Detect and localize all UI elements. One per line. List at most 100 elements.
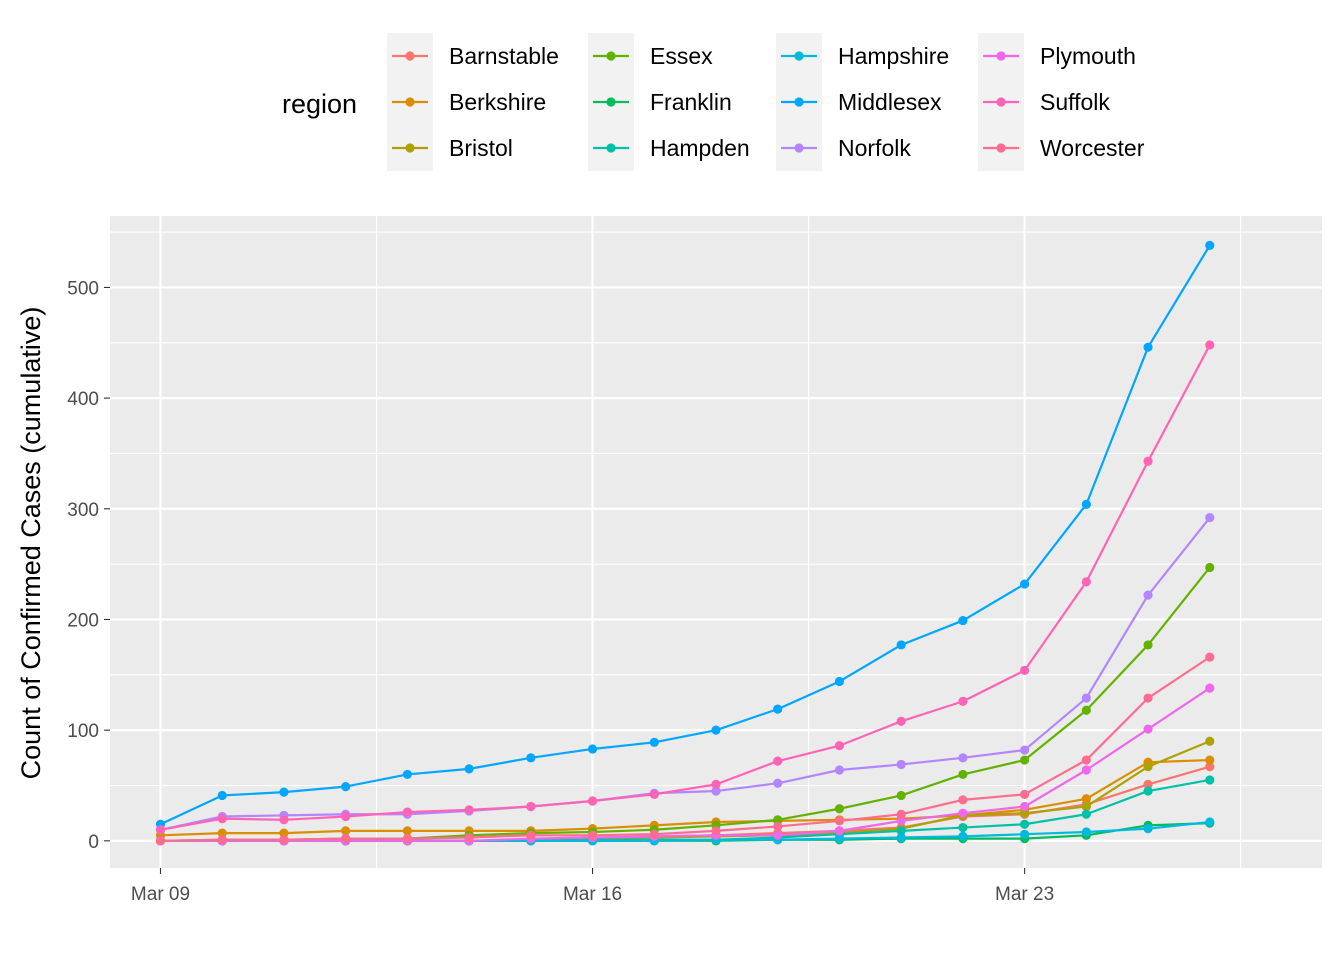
data-point-norfolk bbox=[773, 778, 783, 788]
legend-label: Worcester bbox=[1040, 135, 1145, 161]
data-point-hampden bbox=[1205, 775, 1215, 785]
legend-key-point bbox=[405, 143, 415, 153]
data-point-middlesex bbox=[402, 769, 412, 780]
data-point-plymouth bbox=[958, 808, 968, 818]
y-tick-label: 500 bbox=[67, 278, 99, 299]
legend-label: Franklin bbox=[650, 89, 732, 115]
data-point-norfolk bbox=[1020, 745, 1030, 755]
data-point-worcester bbox=[587, 830, 598, 840]
data-point-plymouth bbox=[834, 826, 845, 836]
x-tick-label: Mar 09 bbox=[131, 884, 190, 905]
legend-key-point bbox=[405, 51, 415, 61]
data-point-suffolk bbox=[155, 825, 166, 835]
plot-panel bbox=[110, 216, 1322, 868]
legend-key-point bbox=[996, 143, 1006, 153]
data-point-middlesex bbox=[711, 725, 721, 735]
data-point-suffolk bbox=[649, 789, 659, 799]
grid-minor bbox=[110, 216, 1322, 868]
legend-item-berkshire: Berkshire bbox=[387, 79, 546, 125]
data-point-essex bbox=[834, 804, 845, 814]
data-point-berkshire bbox=[1205, 755, 1215, 765]
series-worcester bbox=[155, 652, 1215, 846]
data-point-middlesex bbox=[587, 744, 598, 754]
data-point-hampden bbox=[1081, 809, 1091, 819]
y-tick-label: 200 bbox=[67, 610, 99, 631]
data-point-suffolk bbox=[526, 801, 536, 812]
data-point-middlesex bbox=[464, 764, 474, 774]
data-point-middlesex bbox=[526, 753, 536, 763]
y-axis-title: Count of Confirmed Cases (cumulative) bbox=[16, 307, 46, 780]
data-point-suffolk bbox=[587, 796, 598, 806]
legend-label: Berkshire bbox=[449, 89, 546, 115]
series-middlesex bbox=[155, 240, 1215, 829]
legend-label: Norfolk bbox=[838, 135, 911, 161]
data-point-hampden bbox=[1143, 786, 1153, 796]
data-point-worcester bbox=[896, 809, 906, 819]
data-point-worcester bbox=[711, 826, 721, 836]
data-point-plymouth bbox=[773, 830, 783, 840]
data-point-hampshire bbox=[1205, 817, 1215, 827]
data-point-worcester bbox=[341, 834, 351, 844]
data-point-worcester bbox=[402, 834, 412, 844]
legend-key-point bbox=[996, 97, 1006, 107]
data-point-suffolk bbox=[1205, 340, 1215, 350]
data-point-suffolk bbox=[711, 779, 721, 789]
legend-label: Hampden bbox=[650, 135, 750, 161]
data-point-hampshire bbox=[834, 834, 845, 844]
data-point-norfolk bbox=[834, 765, 845, 775]
legend-key-point bbox=[794, 143, 804, 153]
data-point-norfolk bbox=[1081, 693, 1091, 703]
data-point-middlesex bbox=[217, 790, 227, 801]
legend-key-point bbox=[794, 97, 804, 107]
legend: region Barnstable Berkshire Bristol Essex Fr… bbox=[282, 33, 1145, 171]
series-line-middlesex bbox=[160, 244, 1211, 826]
data-point-middlesex bbox=[834, 676, 845, 687]
legend-item-hampshire: Hampshire bbox=[776, 33, 949, 79]
data-point-berkshire bbox=[341, 826, 351, 836]
y-tick-label: 400 bbox=[67, 389, 99, 410]
data-point-worcester bbox=[1081, 755, 1091, 765]
data-point-worcester bbox=[649, 829, 659, 839]
data-point-worcester bbox=[773, 821, 783, 832]
legend-key-point bbox=[606, 143, 616, 153]
data-point-essex bbox=[1143, 640, 1153, 650]
data-point-hampshire bbox=[958, 831, 968, 842]
data-point-suffolk bbox=[958, 696, 968, 706]
data-point-suffolk bbox=[341, 811, 351, 822]
data-point-plymouth bbox=[1143, 724, 1153, 734]
data-point-worcester bbox=[1143, 693, 1153, 703]
data-point-worcester bbox=[155, 836, 166, 846]
data-point-hampshire bbox=[1081, 827, 1091, 837]
legend-label: Middlesex bbox=[838, 89, 942, 115]
legend-item-worcester: Worcester bbox=[978, 125, 1145, 171]
data-point-middlesex bbox=[1020, 579, 1030, 589]
y-tick-label: 100 bbox=[67, 721, 99, 742]
data-point-hampshire bbox=[1020, 829, 1030, 839]
data-point-plymouth bbox=[1020, 801, 1030, 812]
data-point-worcester bbox=[464, 832, 474, 843]
series-suffolk bbox=[155, 340, 1215, 835]
data-point-berkshire bbox=[402, 826, 412, 836]
legend-key-point bbox=[794, 51, 804, 61]
data-point-worcester bbox=[1020, 789, 1030, 799]
data-point-berkshire bbox=[279, 828, 289, 838]
legend-key-point bbox=[405, 97, 415, 107]
legend-item-middlesex: Middlesex bbox=[776, 79, 942, 125]
data-point-worcester bbox=[217, 835, 227, 845]
legend-item-essex: Essex bbox=[588, 33, 713, 79]
axes: 0 100 200 300 400 500 Mar 09 Mar 16 Mar 23 bbox=[67, 278, 1054, 905]
series-line-worcester bbox=[160, 656, 1211, 842]
data-point-norfolk bbox=[1205, 513, 1215, 523]
legend-key-point bbox=[606, 51, 616, 61]
data-point-essex bbox=[1081, 705, 1091, 715]
data-point-middlesex bbox=[279, 787, 289, 797]
legend-key-point bbox=[996, 51, 1006, 61]
data-point-worcester bbox=[1205, 652, 1215, 662]
series-line-berkshire bbox=[160, 758, 1210, 837]
legend-item-hampden: Hampden bbox=[588, 125, 750, 171]
series-line-plymouth bbox=[160, 687, 1211, 842]
data-point-hampshire bbox=[896, 832, 906, 843]
data-point-middlesex bbox=[1081, 499, 1091, 509]
data-point-middlesex bbox=[773, 704, 783, 714]
